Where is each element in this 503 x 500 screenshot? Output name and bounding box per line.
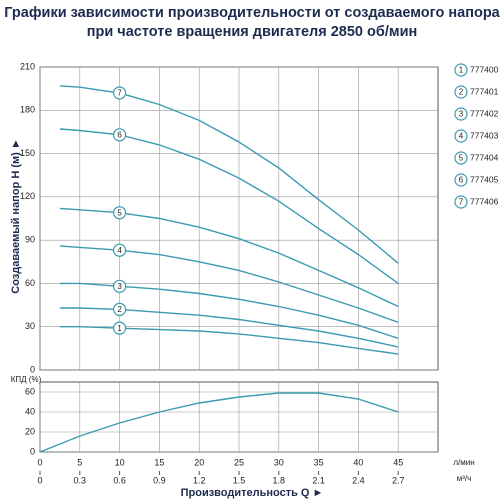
x2-unit: м³/ч [457,474,472,483]
legend-label: 777402 [470,108,499,118]
x-tick-label: 0 [37,457,42,467]
x2-tick-label: 0.6 [113,475,126,485]
y-tick-label: 90 [25,235,35,245]
curve-marker [112,279,127,293]
legend-marker [454,195,468,209]
y-tick-label: 40 [25,406,35,416]
legend-label: 777405 [470,174,499,184]
y-tick-label: 150 [20,148,35,158]
curve-marker [112,302,127,316]
x2-tick-label: 0.9 [153,475,166,485]
curve-label: 7 [117,89,122,98]
y-tick-label: 0 [30,364,35,374]
curve-label: 6 [117,130,122,139]
y-tick-label: 60 [25,278,35,288]
y-tick-label: 20 [25,426,35,436]
legend-label: 777401 [470,86,499,96]
legend-marker [454,107,468,121]
line [59,85,399,264]
line [39,392,399,453]
x-tick-label: 30 [274,457,284,467]
x2-tick-label: 0 [37,475,42,485]
legend-number: 7 [459,198,464,207]
legend-label: 777404 [470,152,499,162]
curve-label: 3 [117,282,122,291]
y-tick-label: 30 [25,321,35,331]
line [59,282,399,339]
legend-number: 3 [459,110,464,119]
chart-subtitle: при частоте вращения двигателя 2850 об/м… [87,24,418,40]
x-unit: л/мин [453,458,474,467]
legend-marker [454,129,468,143]
legend-label: 777400 [470,64,499,74]
line [59,307,399,348]
curve-marker [112,86,127,100]
curve-marker [112,243,127,257]
x-tick-label: 5 [77,457,82,467]
line [59,128,399,284]
chart-title: Графики зависимости производительности о… [4,5,500,21]
legend-label: 777406 [470,196,499,206]
x-tick-label: 10 [115,457,125,467]
curve-label: 5 [117,208,122,217]
legend-number: 1 [459,66,464,75]
y-tick-label: 120 [20,191,35,201]
x2-tick-label: 1.5 [233,475,246,485]
line [59,207,399,308]
x2-tick-label: 0.3 [74,475,87,485]
curve-marker [112,321,127,335]
x2-tick-label: 2.4 [352,475,365,485]
legend-marker [454,85,468,99]
curve-marker [112,128,127,142]
x-tick-label: 40 [353,457,363,467]
x-tick-label: 15 [154,457,164,467]
curve-marker [112,206,127,220]
y-tick-label: 180 [20,105,35,115]
legend-number: 2 [459,88,464,97]
x-tick-label: 45 [393,457,403,467]
legend-number: 5 [459,154,464,163]
x-tick-label: 35 [314,457,324,467]
x-tick-label: 25 [234,457,244,467]
curve-label: 2 [117,305,122,314]
legend-label: 777403 [470,130,499,140]
x-tick-label: 20 [194,457,204,467]
y-axis-title: Создаваемый напор H (м) ► [10,138,22,293]
curve-label: 1 [117,324,122,333]
line [59,245,399,324]
x-axis-title: Производительность Q ► [181,487,324,499]
y-tick-label: 0 [30,446,35,456]
y-tick-label: 210 [20,61,35,71]
x2-tick-label: 2.7 [392,475,405,485]
line [59,326,399,355]
x2-tick-label: 1.2 [193,475,206,485]
y-tick-label: 60 [25,386,35,396]
legend-marker [454,63,468,77]
x2-tick-label: 1.8 [273,475,286,485]
y-axis-title: КПД (%) [11,375,42,384]
legend-marker [454,151,468,165]
legend-number: 6 [459,176,464,185]
curve-label: 4 [117,246,122,255]
legend-number: 4 [459,132,464,141]
legend-marker [454,173,468,187]
x2-tick-label: 2.1 [312,475,325,485]
